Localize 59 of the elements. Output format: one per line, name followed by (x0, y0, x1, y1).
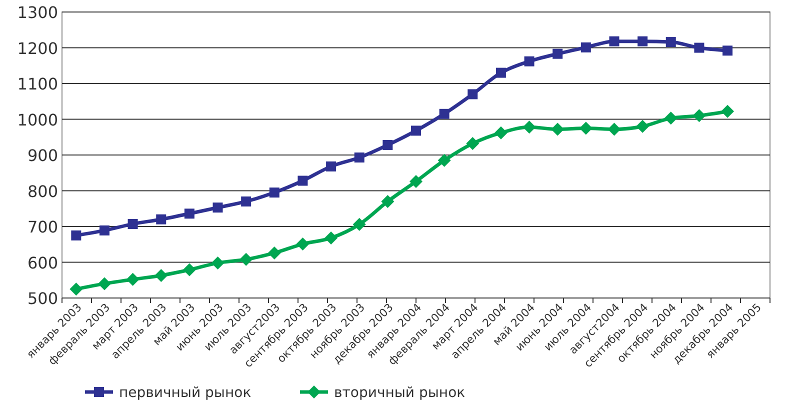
point (438, 154, 451, 167)
point (70, 282, 83, 296)
point (636, 120, 650, 133)
point (694, 42, 704, 53)
point (382, 140, 393, 150)
point (608, 122, 621, 136)
y-tick-label: 800 (27, 182, 58, 201)
point (468, 89, 478, 100)
point (296, 238, 310, 251)
point (240, 252, 253, 266)
point (98, 277, 111, 290)
y-tick-label: 1000 (17, 110, 58, 130)
point (71, 230, 82, 240)
point (354, 152, 364, 163)
point (522, 120, 536, 134)
point (722, 46, 733, 56)
point (494, 126, 508, 140)
point (241, 196, 252, 206)
y-tick-label: 1200 (17, 38, 58, 58)
point (579, 122, 592, 135)
point (551, 122, 564, 136)
point (154, 268, 168, 282)
point (352, 218, 366, 231)
point (496, 68, 506, 78)
point (666, 37, 676, 48)
point (212, 202, 223, 213)
y-tick-label: 600 (27, 253, 58, 272)
point (664, 112, 678, 125)
point (524, 56, 534, 66)
point (410, 174, 422, 188)
point (268, 246, 281, 260)
point (184, 208, 194, 219)
point (211, 256, 224, 270)
point (126, 272, 140, 286)
point (692, 109, 706, 122)
y-tick-label: 1100 (17, 74, 58, 94)
point (269, 188, 280, 198)
point (324, 231, 338, 244)
point (721, 104, 734, 118)
y-tick-label: 1300 (17, 3, 58, 22)
point (381, 194, 394, 208)
point (128, 218, 138, 229)
point (156, 214, 166, 224)
point (466, 137, 480, 150)
point (439, 108, 450, 119)
y-tick-label: 900 (27, 146, 58, 165)
y-tick-label: 700 (27, 218, 58, 236)
point (326, 161, 336, 172)
legend-label: вторичный рынок (334, 385, 466, 401)
point (182, 263, 196, 276)
point (638, 36, 648, 46)
point (298, 176, 308, 186)
point (411, 126, 421, 136)
point (609, 36, 620, 46)
point (580, 42, 591, 52)
point (99, 225, 110, 236)
point (552, 48, 563, 59)
legend-label: первичный рынок (119, 385, 252, 401)
y-tick-label: 500 (27, 289, 58, 308)
